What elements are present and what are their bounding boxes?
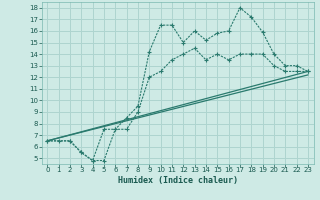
X-axis label: Humidex (Indice chaleur): Humidex (Indice chaleur) xyxy=(118,176,237,185)
